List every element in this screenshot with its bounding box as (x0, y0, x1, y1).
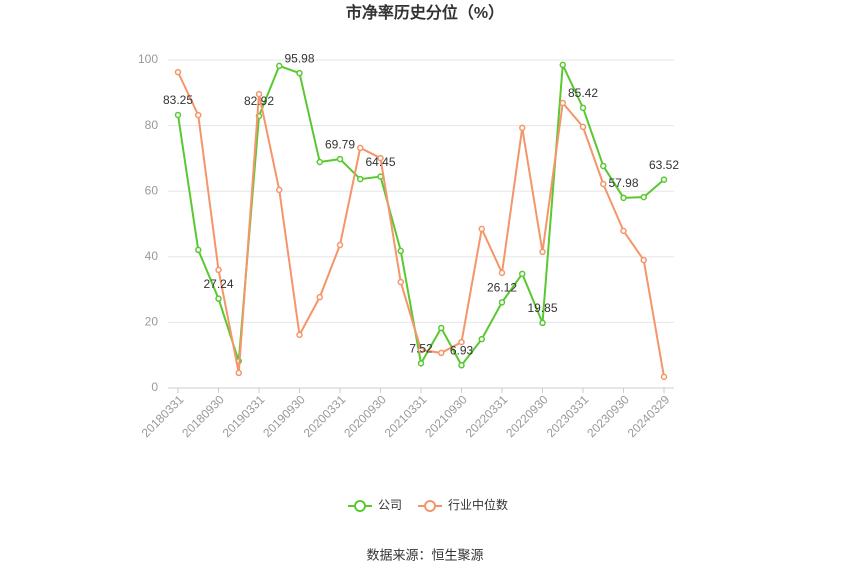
legend: 公司 行业中位数 (348, 497, 508, 512)
point (397, 247, 404, 255)
point (316, 293, 323, 301)
point (276, 62, 283, 70)
point (478, 225, 485, 233)
point (498, 299, 506, 306)
x-tick-label: 20230930 (584, 392, 632, 440)
point (478, 335, 485, 343)
point (640, 193, 647, 201)
data-label: 83.25 (163, 93, 193, 107)
data-label: 85.42 (568, 86, 598, 100)
point (498, 269, 506, 277)
x-tick-label: 20210930 (422, 392, 470, 440)
data-label: 7.52 (409, 342, 433, 356)
data-label: 64.45 (365, 155, 395, 169)
point (215, 295, 222, 302)
x-tick-label: 20190331 (220, 392, 268, 440)
point (417, 360, 425, 367)
point (559, 61, 566, 69)
point (600, 180, 607, 188)
data-label: 57.98 (608, 176, 638, 190)
point (519, 270, 526, 278)
data-label: 19.85 (527, 301, 557, 315)
point (357, 175, 364, 183)
legend-label: 行业中位数 (448, 497, 508, 512)
y-tick-label: 100 (138, 52, 158, 66)
point (539, 248, 546, 256)
chart-title: 市净率历史分位（%） (346, 3, 504, 22)
data-label: 27.24 (203, 277, 233, 291)
point (174, 68, 182, 76)
point (620, 227, 627, 235)
data-label: 95.98 (284, 51, 314, 65)
point (195, 111, 202, 119)
point (255, 90, 263, 98)
x-tick-label: 20240329 (625, 392, 673, 440)
point (276, 186, 283, 194)
point (579, 104, 587, 112)
data-label: 63.52 (649, 158, 679, 172)
point (377, 154, 384, 162)
source-note: 数据来源：恒生聚源 (366, 547, 483, 562)
point (438, 349, 445, 357)
point (417, 346, 425, 354)
data-label: 82.92 (244, 94, 274, 108)
point (235, 369, 242, 377)
point (336, 155, 344, 163)
point (357, 144, 364, 152)
point (215, 266, 222, 274)
point (620, 194, 627, 202)
x-tick-label: 20230331 (544, 392, 592, 440)
legend-marker (424, 500, 437, 512)
x-tick-label: 20200930 (341, 392, 389, 440)
point (296, 331, 303, 339)
point (660, 373, 668, 381)
point (579, 123, 587, 131)
point (539, 319, 546, 327)
point (458, 338, 465, 346)
point (195, 246, 202, 254)
point (458, 362, 465, 369)
point (519, 124, 526, 132)
data-label: 26.12 (487, 280, 517, 294)
x-tick-label: 20190930 (260, 392, 308, 440)
point (336, 241, 344, 249)
point (559, 99, 566, 107)
point (438, 324, 445, 332)
y-tick-label: 80 (145, 118, 159, 132)
point (397, 278, 404, 286)
legend-label: 公司 (378, 498, 402, 512)
point (600, 162, 607, 170)
x-tick-label: 20180331 (139, 392, 187, 440)
x-tick-label: 20220930 (503, 392, 551, 440)
data-label: 6.93 (450, 343, 474, 357)
x-tick-label: 20200331 (301, 392, 349, 440)
legend-marker (354, 500, 366, 512)
point (296, 69, 303, 77)
point (174, 111, 182, 119)
point (640, 256, 647, 264)
x-tick-label: 20220331 (463, 392, 511, 440)
y-tick-label: 60 (145, 183, 159, 197)
y-tick-label: 40 (145, 249, 159, 263)
point (660, 176, 668, 183)
point (316, 158, 323, 166)
data-label: 69.79 (325, 137, 355, 151)
y-tick-label: 20 (145, 315, 159, 329)
y-tick-label: 0 (151, 380, 158, 394)
x-tick-label: 20210331 (382, 392, 430, 440)
x-tick-label: 20180930 (179, 392, 227, 440)
